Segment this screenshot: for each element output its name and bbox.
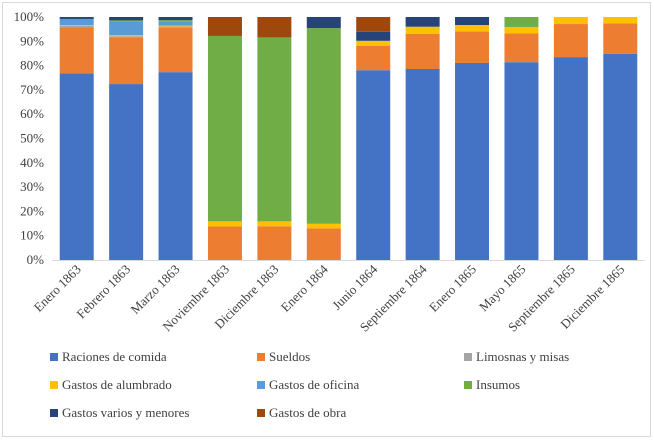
- bar-segment: [455, 25, 490, 32]
- bar-segment: [356, 17, 391, 32]
- y-tick-label: 100%: [14, 9, 45, 24]
- legend-label: Sueldos: [269, 349, 310, 364]
- bar-segment: [109, 21, 144, 36]
- bar-segment: [207, 226, 242, 260]
- x-category-label: Junio 1864: [329, 261, 381, 313]
- bar-segment: [504, 62, 539, 261]
- bar-segment: [405, 26, 440, 34]
- legend-label: Limosnas y misas: [476, 349, 569, 364]
- legend-swatch: [464, 381, 472, 389]
- bar-segment: [553, 57, 588, 261]
- bar-segment: [553, 17, 588, 25]
- bar-segment: [59, 25, 94, 28]
- bar-segment: [257, 226, 292, 260]
- legend-swatch: [257, 353, 265, 361]
- bar-segment: [109, 35, 144, 37]
- y-tick-label: 50%: [20, 131, 44, 146]
- bar-segment: [504, 26, 539, 34]
- legend-label: Gastos de obra: [269, 405, 346, 420]
- bar-segment: [306, 223, 341, 229]
- bar-segment: [207, 221, 242, 227]
- bar-segment: [603, 53, 638, 260]
- x-category-label: Enero 1864: [278, 261, 332, 315]
- bar-segment: [356, 45, 391, 71]
- bar-segment: [59, 25, 94, 26]
- bar-segment: [207, 17, 242, 36]
- x-category-label: Enero 1865: [426, 262, 479, 315]
- bar-segment: [59, 27, 94, 74]
- legend-swatch: [50, 409, 58, 417]
- bar-segment: [59, 18, 94, 26]
- bar-segment: [158, 17, 193, 21]
- bar-segment: [59, 17, 94, 19]
- y-axis-tick-labels: 0% 10% 20% 30% 40% 50% 60% 70% 80% 90% 100%: [14, 9, 45, 267]
- legend-label: Gastos de oficina: [269, 377, 359, 392]
- bar-segment: [504, 33, 539, 63]
- bar-segment: [603, 23, 638, 54]
- bar-segment: [455, 31, 490, 63]
- bar-segment: [109, 37, 144, 85]
- y-tick-label: 20%: [20, 203, 44, 218]
- bar-segments: [59, 17, 638, 261]
- bar-segment: [158, 25, 193, 27]
- bar-segment: [257, 17, 292, 38]
- legend-swatch: [257, 381, 265, 389]
- legend-swatch: [50, 353, 58, 361]
- bar-segment: [158, 21, 193, 26]
- legend-label: Gastos de alumbrado: [62, 377, 172, 392]
- bar-segment: [504, 17, 539, 27]
- bar-segment: [59, 73, 94, 260]
- bar-segment: [257, 221, 292, 227]
- bar-segment: [405, 33, 440, 69]
- y-tick-label: 70%: [20, 82, 44, 97]
- x-category-label: Febrero 1863: [73, 262, 133, 322]
- bar-segment: [109, 17, 144, 21]
- bar-segment: [109, 36, 144, 38]
- x-category-label: Mayo 1865: [476, 262, 529, 315]
- bar-segment: [109, 20, 144, 22]
- y-tick-label: 60%: [20, 106, 44, 121]
- bar-segment: [455, 62, 490, 261]
- bar-segment: [356, 31, 391, 41]
- bar-segment: [306, 17, 341, 29]
- legend-swatch: [257, 409, 265, 417]
- y-tick-label: 90%: [20, 33, 44, 48]
- bar-segment: [158, 20, 193, 22]
- bar-segment: [207, 35, 242, 222]
- y-tick-label: 30%: [20, 179, 44, 194]
- bar-segment: [356, 40, 391, 46]
- bar-segment: [257, 37, 292, 222]
- bar-segment: [405, 69, 440, 260]
- x-category-label: Enero 1863: [31, 262, 84, 315]
- legend-swatch: [50, 381, 58, 389]
- y-tick-label: 40%: [20, 155, 44, 170]
- bar-segment: [109, 84, 144, 260]
- bar-segment: [455, 17, 490, 26]
- bar-segment: [553, 24, 588, 58]
- bar-segment: [306, 228, 341, 260]
- legend: Raciones de comida Sueldos Limosnas y misa…: [50, 349, 569, 420]
- y-tick-label: 10%: [20, 228, 44, 243]
- legend-label: Insumos: [476, 377, 520, 392]
- y-tick-label: 0%: [27, 252, 45, 267]
- y-tick-label: 80%: [20, 58, 44, 73]
- bar-segment: [306, 28, 341, 224]
- bar-segment: [405, 17, 440, 27]
- bar-segment: [158, 72, 193, 260]
- legend-swatch: [464, 353, 472, 361]
- bar-segment: [158, 26, 193, 28]
- legend-label: Raciones de comida: [62, 349, 167, 364]
- bar-segment: [356, 70, 391, 260]
- legend-label: Gastos varios y menores: [62, 405, 189, 420]
- bar-segment: [158, 27, 193, 73]
- bar-segment: [603, 17, 638, 24]
